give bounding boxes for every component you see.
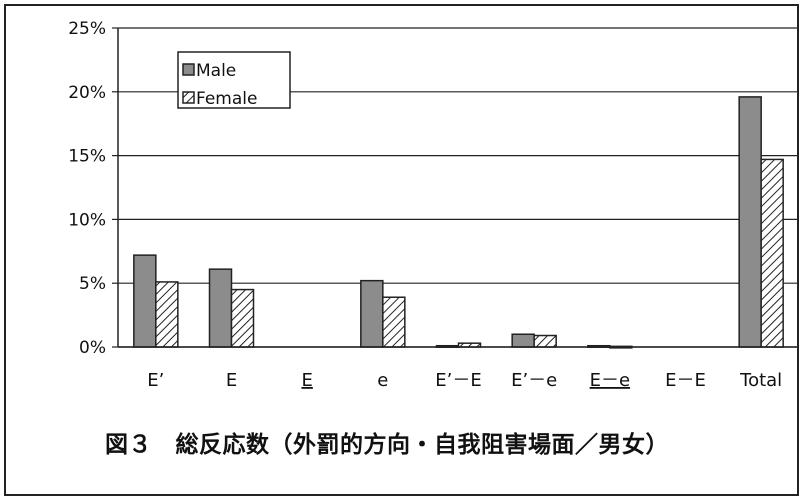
- y-tick-label: 15%: [68, 147, 106, 167]
- bar-male: [511, 333, 535, 348]
- y-tick-label: 20%: [68, 83, 106, 103]
- figure-caption: 図３ 総反応数（外罰的方向・自我阻害場面／男女）: [105, 432, 669, 458]
- y-tick-label: 10%: [68, 210, 106, 230]
- x-category-label: E: [226, 370, 237, 391]
- bar-female: [760, 158, 784, 348]
- x-category-label: E’: [147, 370, 164, 391]
- y-tick-label: 25%: [68, 19, 106, 39]
- x-category-label: E’－e: [511, 370, 557, 391]
- legend: Male Female: [177, 51, 291, 109]
- legend-box: [177, 51, 291, 109]
- legend-label-male: Male: [196, 61, 236, 81]
- bar-male: [738, 96, 762, 348]
- bars: [133, 96, 784, 349]
- legend-swatch-male: [182, 63, 195, 76]
- y-tick-labels: 0% 5% 10% 15% 20% 25%: [68, 19, 106, 358]
- x-category-label: E’－E: [435, 370, 481, 391]
- bar-female: [533, 334, 557, 348]
- bar-male: [133, 254, 157, 348]
- x-category-label: E: [301, 370, 312, 391]
- x-category-label: E－e: [590, 370, 630, 391]
- x-category-label: Total: [739, 370, 782, 391]
- bar-female: [382, 296, 406, 348]
- bar-female: [230, 288, 255, 348]
- bar-male: [360, 279, 384, 348]
- y-tick-label: 0%: [79, 338, 106, 358]
- x-category-label: E－E: [665, 370, 706, 391]
- axes: [117, 28, 799, 348]
- legend-swatch-female: [182, 91, 195, 104]
- y-tick-label: 5%: [79, 274, 106, 294]
- bar-female: [155, 281, 179, 348]
- x-category-label: e: [377, 370, 388, 391]
- legend-label-female: Female: [196, 89, 257, 109]
- bar-male: [208, 268, 233, 348]
- figure-frame: [4, 4, 799, 496]
